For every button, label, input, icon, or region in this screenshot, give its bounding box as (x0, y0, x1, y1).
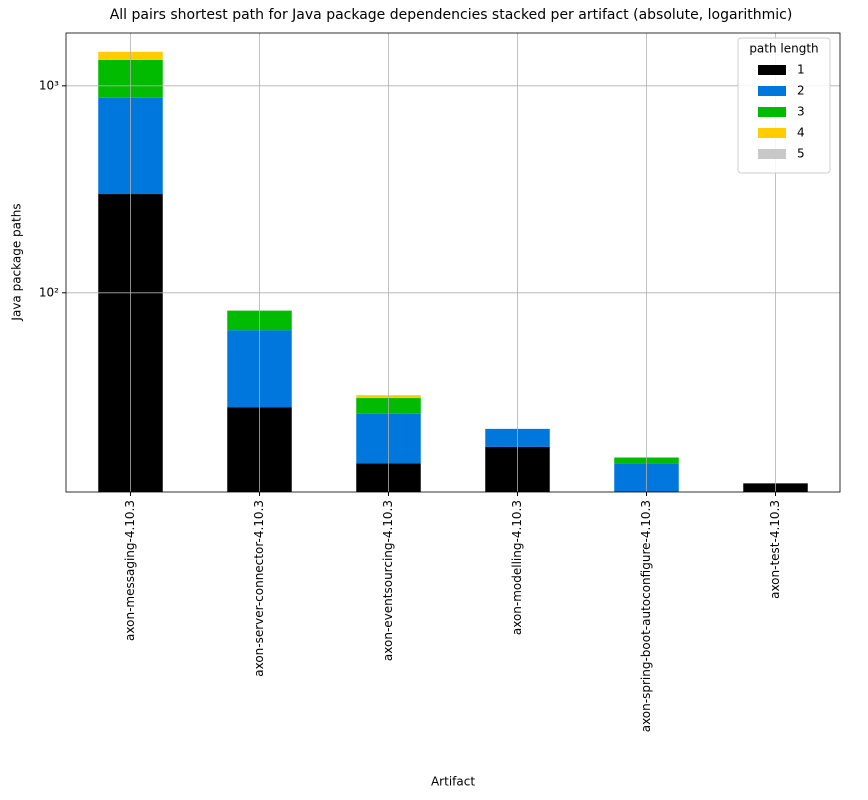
legend-label: 4 (797, 126, 805, 140)
x-tick-label: axon-test-4.10.3 (768, 500, 782, 599)
y-axis-label: Java package paths (10, 203, 24, 321)
legend-swatch (758, 107, 786, 117)
legend-swatch (758, 65, 786, 75)
chart-title: All pairs shortest path for Java package… (110, 7, 793, 23)
x-axis-label: Artifact (431, 775, 475, 789)
plot-frame (65, 32, 841, 493)
x-tick-label: axon-eventsourcing-4.10.3 (381, 500, 395, 661)
legend-label: 5 (797, 147, 805, 161)
legend-swatch (758, 149, 786, 159)
grid (66, 33, 840, 492)
x-tick-label: axon-messaging-4.10.3 (123, 500, 137, 641)
legend-swatch (758, 128, 786, 138)
y-tick-label: 10² (39, 285, 59, 299)
x-tick-label: axon-server-connector-4.10.3 (252, 500, 266, 677)
y-tick-label: 10³ (39, 78, 59, 92)
legend-label: 2 (797, 84, 805, 98)
legend-label: 1 (797, 63, 805, 77)
legend-label: 3 (797, 105, 805, 119)
plot-area (98, 51, 808, 492)
legend-swatch (758, 86, 786, 96)
legend-title: path length (749, 42, 818, 56)
x-tick-label: axon-modelling-4.10.3 (510, 500, 524, 635)
x-tick-label: axon-spring-boot-autoconfigure-4.10.3 (639, 500, 653, 732)
